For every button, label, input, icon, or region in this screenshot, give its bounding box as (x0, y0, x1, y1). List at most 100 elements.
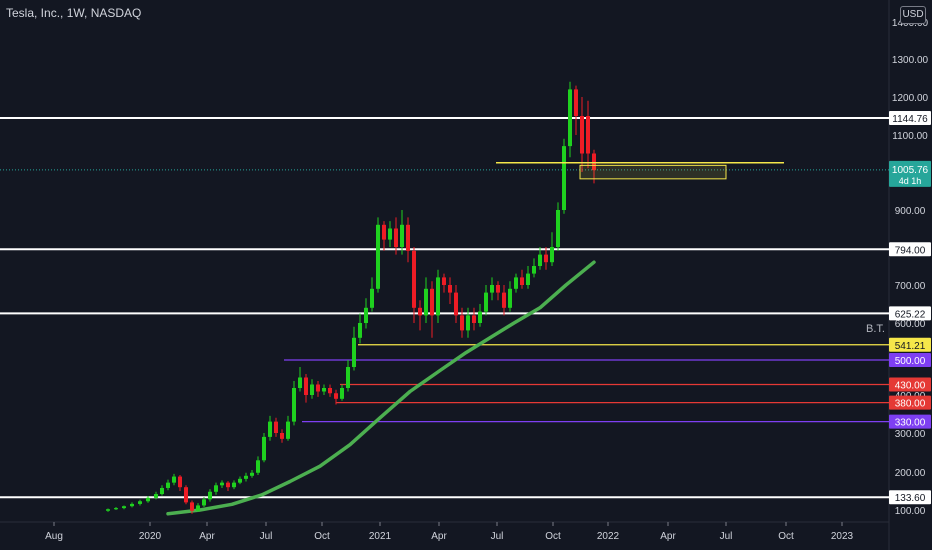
y-tick-label: 900.00 (895, 206, 926, 217)
candle-body (286, 421, 290, 439)
candle-body (502, 292, 506, 308)
time-axis[interactable]: Aug 2020 Apr Jul Oct 2021 Apr Jul Oct 2022 Apr Jul O… (45, 522, 854, 542)
candle (286, 415, 290, 441)
candle (490, 277, 494, 301)
y-tick-label: 600.00 (895, 319, 926, 330)
candle (586, 100, 590, 169)
x-tick-label: Oct (545, 531, 561, 542)
candle (442, 273, 446, 293)
candle (370, 277, 374, 312)
currency-button[interactable]: USD (900, 6, 926, 24)
candle (514, 273, 518, 293)
candle (328, 384, 332, 397)
level-label-text: 430.00 (895, 381, 926, 392)
x-tick-label: Aug (45, 531, 63, 542)
candle-body (106, 509, 110, 511)
level-label-text: 541.21 (895, 341, 926, 352)
y-tick-label: 1200.00 (892, 93, 929, 104)
candle-body (292, 388, 296, 422)
candle (532, 258, 536, 278)
candle (274, 417, 278, 437)
candle-body (196, 505, 200, 511)
candle (146, 495, 150, 503)
candle (292, 381, 296, 426)
candle-body (442, 277, 446, 285)
candle (122, 505, 126, 510)
level-label-text: 500.00 (895, 356, 926, 367)
candle-body (238, 478, 242, 483)
horizontal-levels (0, 116, 889, 499)
candle (160, 485, 164, 496)
candle (520, 269, 524, 289)
candles (106, 81, 596, 514)
candle (172, 473, 176, 486)
x-tick-label: Apr (431, 531, 447, 542)
candle (226, 481, 230, 491)
level-label-text: 794.00 (895, 245, 926, 256)
y-tick-label: 1100.00 (892, 131, 928, 142)
drawings: B.T. (496, 162, 885, 335)
x-tick-label: Jul (720, 531, 733, 542)
candle (592, 149, 596, 184)
candle (580, 97, 584, 172)
candle (256, 456, 260, 476)
candle-body (304, 377, 308, 395)
candle-body (202, 499, 206, 506)
candle (208, 489, 212, 502)
candle-body (574, 89, 578, 116)
candle-body (490, 285, 494, 293)
candle (304, 374, 308, 403)
candle (190, 500, 194, 514)
candle (220, 480, 224, 488)
candle-body (334, 393, 338, 399)
candle (106, 508, 110, 512)
candle (244, 472, 248, 482)
x-tick-label: 2021 (369, 531, 392, 542)
current-price-bg (889, 160, 931, 187)
candle-body (406, 224, 410, 251)
candle-body (190, 502, 194, 511)
x-tick-label: Apr (660, 531, 676, 542)
candle (496, 281, 500, 301)
candle-body (448, 285, 452, 293)
level-label-bg (889, 337, 931, 352)
candle (250, 470, 254, 478)
annotation-text: B.T. (866, 323, 885, 335)
level-price-label: 380.00 (889, 395, 931, 410)
level-label-bg (889, 353, 931, 367)
candle (406, 217, 410, 263)
price-labels: 1144.76 794.00 625.22 541.21 500.00 430.00 380… (889, 110, 931, 505)
candle (310, 379, 314, 399)
candle (202, 497, 206, 507)
candle-body (166, 482, 170, 488)
candle-body (526, 273, 530, 285)
level-label-text: 380.00 (895, 399, 926, 410)
moving-average (166, 260, 596, 516)
candle-body (454, 292, 458, 316)
level-label-bg (889, 242, 931, 257)
level-label-bg (889, 490, 931, 505)
candle-body (138, 501, 142, 504)
candle (184, 485, 188, 505)
candle (454, 285, 458, 323)
candle-body (346, 367, 350, 388)
candle-body (514, 277, 518, 289)
moving-average-line (166, 260, 596, 516)
candle-body (412, 250, 416, 308)
candle-body (154, 494, 158, 498)
x-tick-label: Jul (491, 531, 504, 542)
candle-body (184, 487, 188, 503)
candle-body (160, 487, 164, 495)
candle-body (484, 292, 488, 312)
candle (382, 221, 386, 251)
candle (412, 247, 416, 323)
candle-body (394, 228, 398, 247)
candle-body (226, 482, 230, 488)
candle (418, 300, 422, 331)
candle-body (568, 89, 572, 147)
y-tick-label: 1300.00 (892, 55, 929, 66)
candle-body (274, 421, 278, 433)
candle-body (496, 285, 500, 293)
level-label-bg (889, 414, 931, 429)
